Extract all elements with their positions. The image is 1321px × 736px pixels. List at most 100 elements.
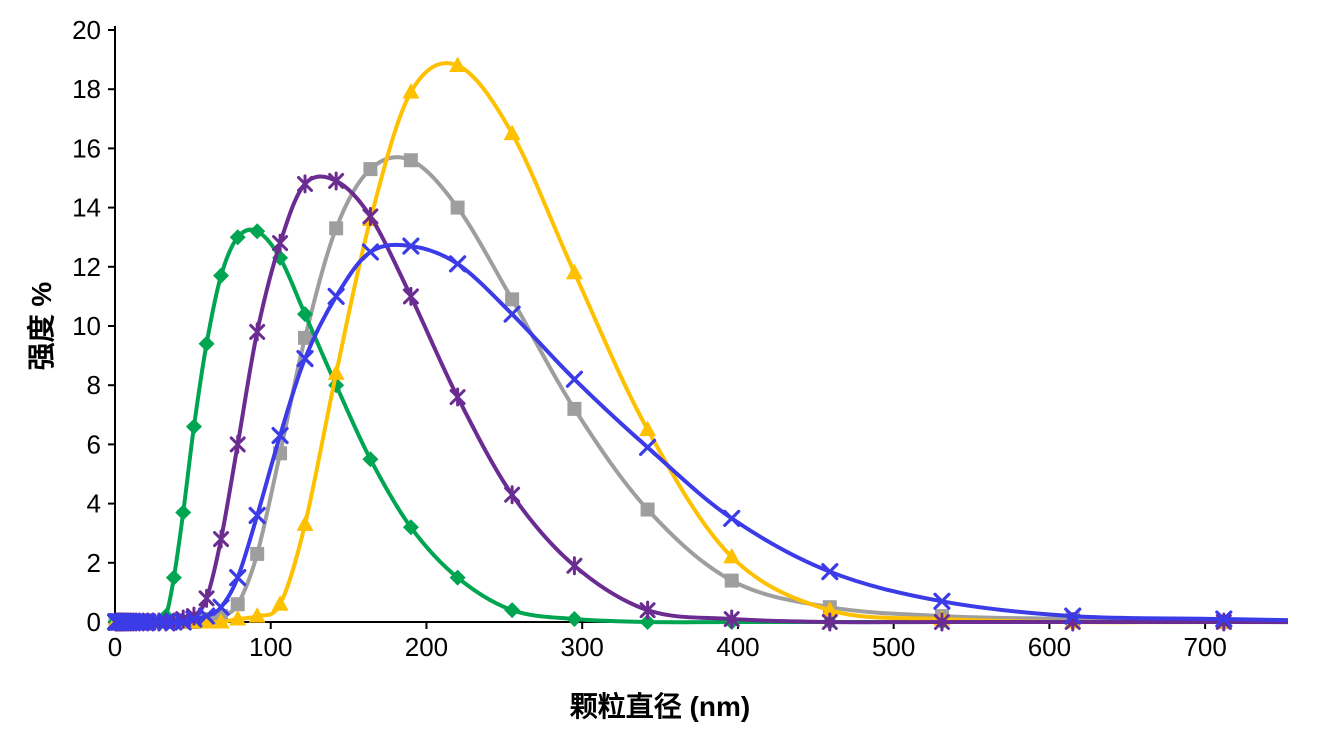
- triangle-marker: [402, 83, 420, 99]
- square-marker: [297, 330, 312, 345]
- x-tick-label: 100: [249, 632, 292, 662]
- diamond-marker: [504, 602, 521, 619]
- y-tick-label: 12: [72, 252, 101, 282]
- x-marker: [723, 509, 741, 527]
- square-marker: [230, 597, 245, 612]
- y-tick-label: 20: [72, 15, 101, 45]
- x-marker: [361, 243, 380, 261]
- y-tick-label: 0: [87, 607, 101, 637]
- triangle-marker: [198, 613, 216, 629]
- x-tick-label: 400: [716, 632, 759, 662]
- asterisk-marker: [198, 588, 215, 608]
- asterisk-marker: [362, 206, 379, 226]
- asterisk-marker: [272, 233, 289, 253]
- triangle-marker: [296, 515, 314, 531]
- asterisk-marker: [723, 609, 740, 629]
- series-gold-triangle-series: [107, 56, 1288, 629]
- x-marker: [212, 598, 230, 616]
- diamond-marker: [213, 267, 230, 284]
- diamond-marker: [362, 451, 379, 468]
- curve-gold-triangle-series: [113, 61, 1288, 625]
- asterisk-marker: [296, 174, 313, 194]
- x-tick-label: 300: [561, 632, 604, 662]
- square-marker: [450, 200, 465, 215]
- square-marker: [505, 292, 520, 307]
- x-tick-label: 600: [1028, 632, 1071, 662]
- series-gray-square-series: [108, 153, 1288, 629]
- x-marker: [449, 255, 467, 273]
- series-blue-x-series: [107, 237, 1288, 631]
- x-tick-label: 0: [108, 632, 122, 662]
- x-marker: [229, 569, 247, 587]
- asterisk-marker: [566, 556, 583, 576]
- y-tick-label: 4: [87, 489, 101, 519]
- triangle-marker: [821, 601, 839, 617]
- x-marker: [933, 592, 951, 610]
- asterisk-marker: [249, 322, 266, 342]
- diamond-marker: [165, 569, 182, 586]
- asterisk-marker: [328, 171, 345, 191]
- x-tick-label: 500: [872, 632, 915, 662]
- asterisk-marker: [449, 387, 466, 407]
- triangle-marker: [449, 56, 467, 73]
- x-tick-label: 200: [405, 632, 448, 662]
- x-marker: [1064, 607, 1082, 625]
- asterisk-marker: [213, 529, 230, 549]
- triangle-marker: [229, 610, 247, 626]
- y-tick-label: 2: [87, 548, 101, 578]
- curve-blue-x-series: [113, 242, 1288, 625]
- triangle-marker: [723, 547, 741, 564]
- x-marker: [150, 613, 168, 631]
- square-marker: [567, 401, 582, 416]
- x-marker: [639, 438, 657, 456]
- y-tick-label: 6: [87, 429, 101, 459]
- x-marker: [271, 426, 289, 445]
- triangle-marker: [271, 595, 289, 611]
- x-marker: [402, 237, 420, 255]
- x-marker: [503, 305, 521, 323]
- diamond-marker: [296, 306, 313, 323]
- asterisk-marker: [821, 612, 838, 632]
- triangle-marker: [327, 364, 345, 380]
- diamond-marker: [639, 614, 656, 630]
- y-axis-title: 强度 %: [26, 281, 57, 371]
- triangle-marker: [503, 124, 521, 141]
- diamond-marker: [566, 611, 583, 628]
- y-tick-label: 10: [72, 311, 101, 341]
- diamond-marker: [198, 335, 215, 352]
- square-marker: [724, 573, 739, 588]
- x-marker: [296, 349, 314, 368]
- square-marker: [363, 162, 378, 177]
- triangle-marker: [639, 420, 657, 437]
- diamond-marker: [185, 418, 202, 435]
- asterisk-marker: [933, 612, 950, 632]
- square-marker: [329, 221, 344, 236]
- asterisk-marker: [504, 485, 521, 505]
- square-marker: [403, 153, 418, 168]
- x-marker: [1215, 610, 1233, 628]
- diamond-marker: [229, 229, 246, 246]
- x-tick-label: 700: [1183, 632, 1226, 662]
- diamond-marker: [449, 569, 466, 586]
- triangle-marker: [565, 263, 583, 280]
- square-marker: [250, 546, 265, 561]
- x-marker: [144, 613, 162, 631]
- x-marker: [197, 607, 216, 625]
- asterisk-marker: [402, 286, 419, 306]
- triangle-marker: [212, 613, 230, 629]
- x-axis-title: 颗粒直径 (nm): [569, 691, 751, 722]
- triangle-marker: [248, 607, 266, 623]
- diamond-marker: [249, 223, 266, 240]
- diamond-marker: [175, 504, 192, 521]
- asterisk-marker: [229, 434, 246, 454]
- y-tick-label: 16: [72, 133, 101, 163]
- y-tick-label: 18: [72, 74, 101, 104]
- diamond-marker: [402, 519, 419, 536]
- asterisk-marker: [639, 600, 656, 620]
- x-marker: [248, 506, 266, 525]
- square-marker: [640, 502, 655, 517]
- x-marker: [327, 287, 345, 305]
- y-tick-label: 14: [72, 193, 101, 223]
